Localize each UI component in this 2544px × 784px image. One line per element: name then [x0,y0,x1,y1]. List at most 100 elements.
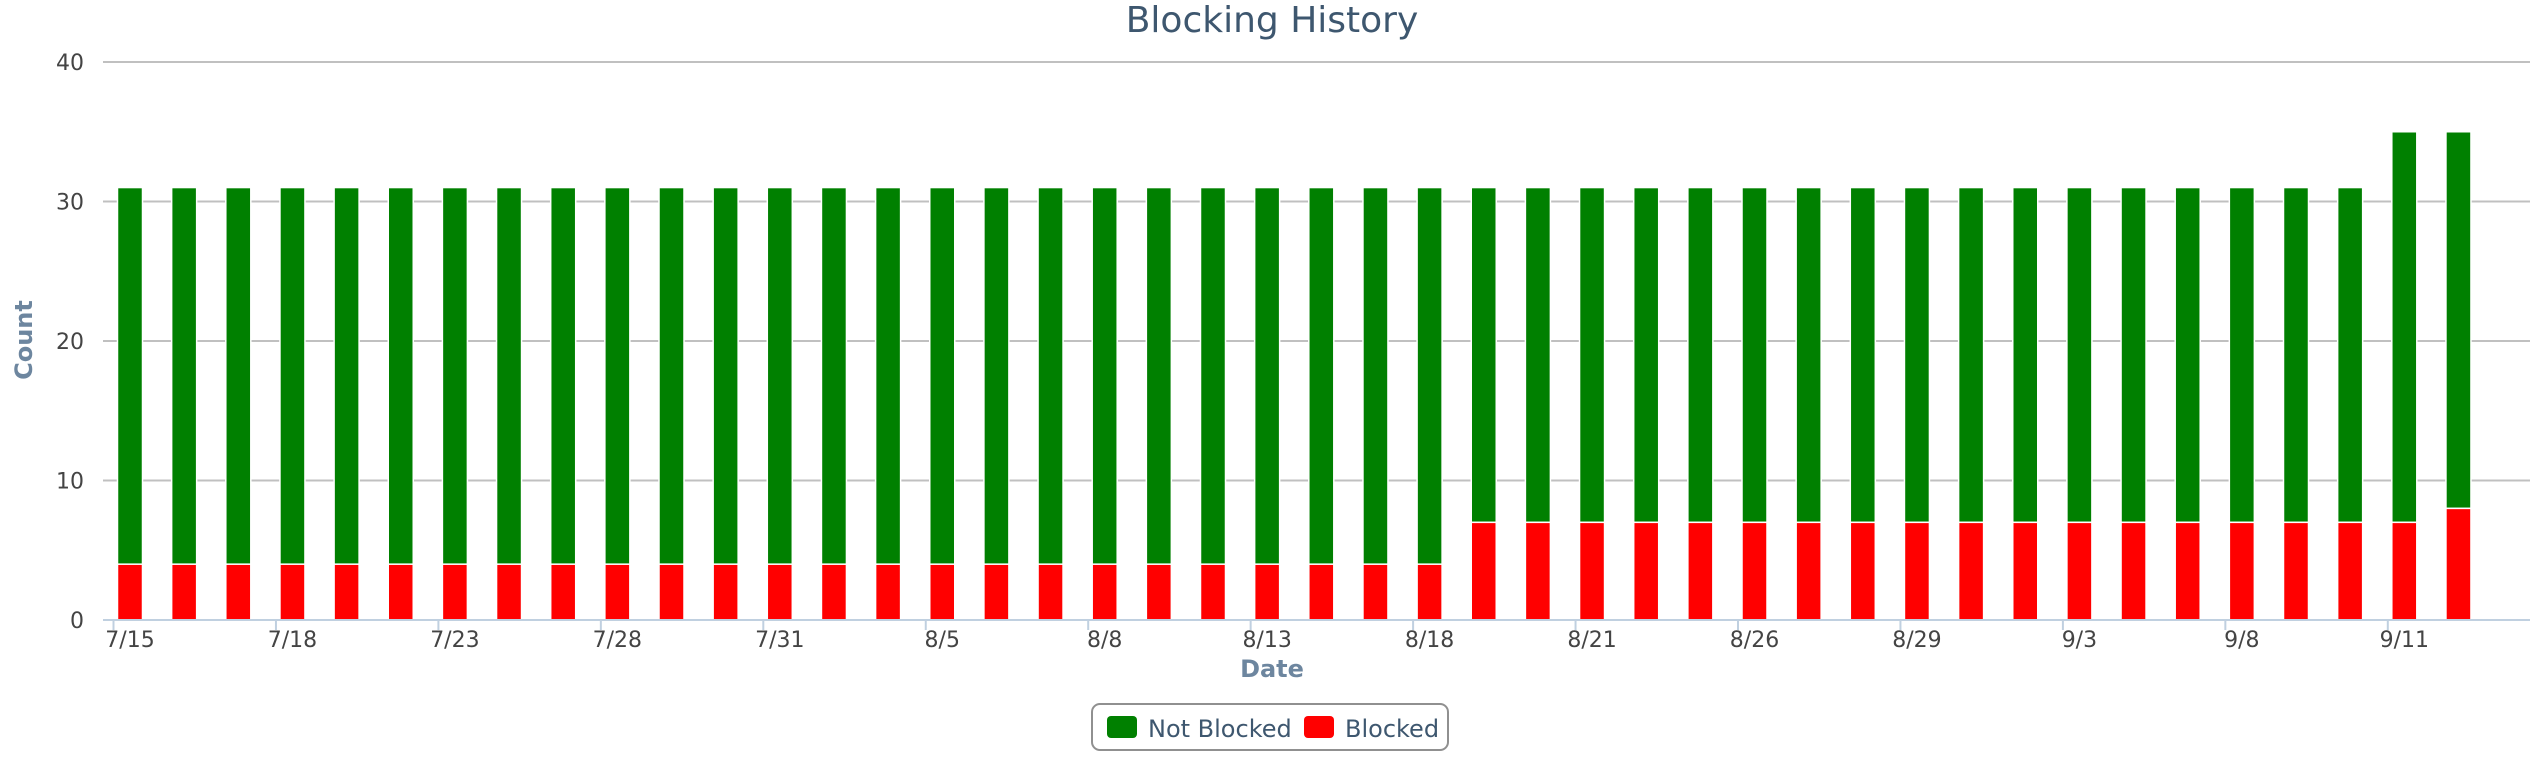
bar-blocked[interactable] [820,563,848,621]
bar-blocked[interactable] [549,563,577,621]
bar-blocked[interactable] [116,563,144,621]
bar-blocked[interactable] [2282,521,2310,621]
bar-stack[interactable] [1578,186,1606,621]
bar-not-blocked[interactable] [1199,186,1227,565]
bar-blocked[interactable] [2391,521,2418,621]
bar-blocked[interactable] [1253,563,1281,621]
bar-blocked[interactable] [766,563,794,621]
bar-not-blocked[interactable] [1578,186,1606,524]
bar-blocked[interactable] [712,563,739,621]
legend-item-blocked[interactable]: Blocked [1304,715,1439,743]
bar-not-blocked[interactable] [2012,186,2039,524]
bar-not-blocked[interactable] [1632,186,1660,524]
bar-stack[interactable] [1308,186,1335,621]
bar-blocked[interactable] [1524,521,1552,621]
bar-stack[interactable] [549,186,577,621]
bar-not-blocked[interactable] [549,186,577,565]
bar-not-blocked[interactable] [1308,186,1335,565]
bar-blocked[interactable] [170,563,198,621]
bar-blocked[interactable] [1687,521,1714,621]
bar-not-blocked[interactable] [1524,186,1552,524]
bar-blocked[interactable] [1037,563,1064,621]
bar-not-blocked[interactable] [2391,131,2418,524]
bar-blocked[interactable] [2012,521,2039,621]
bar-blocked[interactable] [1903,521,1931,621]
bar-blocked[interactable] [1308,563,1335,621]
bar-stack[interactable] [1199,186,1227,621]
bar-not-blocked[interactable] [170,186,198,565]
bar-not-blocked[interactable] [874,186,902,565]
bar-stack[interactable] [1362,186,1389,621]
bar-stack[interactable] [1037,186,1064,621]
bar-blocked[interactable] [1199,563,1227,621]
bar-stack[interactable] [929,186,956,621]
bar-blocked[interactable] [874,563,902,621]
bar-blocked[interactable] [1578,521,1606,621]
bar-stack[interactable] [604,186,631,621]
bar-stack[interactable] [170,186,198,621]
bar-stack[interactable] [712,186,739,621]
bar-not-blocked[interactable] [1741,186,1768,524]
bar-blocked[interactable] [604,563,631,621]
bar-stack[interactable] [1795,186,1822,621]
bar-stack[interactable] [1253,186,1281,621]
bar-not-blocked[interactable] [658,186,685,565]
bar-not-blocked[interactable] [279,186,306,565]
bar-not-blocked[interactable] [116,186,144,565]
bar-stack[interactable] [441,186,469,621]
bar-blocked[interactable] [441,563,469,621]
bar-not-blocked[interactable] [1849,186,1877,524]
bar-not-blocked[interactable] [1957,186,1985,524]
bar-stack[interactable] [1687,186,1714,621]
bar-blocked[interactable] [2445,507,2472,621]
bar-blocked[interactable] [2174,521,2201,621]
bar-not-blocked[interactable] [333,186,360,565]
bar-stack[interactable] [279,186,306,621]
bar-blocked[interactable] [2336,521,2364,621]
bar-not-blocked[interactable] [1145,186,1173,565]
bar-blocked[interactable] [225,563,252,621]
bar-not-blocked[interactable] [2174,186,2201,524]
bar-stack[interactable] [983,186,1010,621]
bar-not-blocked[interactable] [1903,186,1931,524]
bar-stack[interactable] [2391,131,2418,621]
bar-not-blocked[interactable] [1091,186,1118,565]
bar-not-blocked[interactable] [1795,186,1822,524]
bar-stack[interactable] [2120,186,2147,621]
bar-blocked[interactable] [387,563,414,621]
bar-not-blocked[interactable] [1416,186,1443,565]
bar-not-blocked[interactable] [2228,186,2256,524]
bar-blocked[interactable] [2228,521,2256,621]
bar-blocked[interactable] [2066,521,2093,621]
legend-item-not-blocked[interactable]: Not Blocked [1107,715,1292,743]
bar-stack[interactable] [1903,186,1931,621]
bar-not-blocked[interactable] [820,186,848,565]
bar-blocked[interactable] [1145,563,1173,621]
bar-not-blocked[interactable] [2282,186,2310,524]
bar-not-blocked[interactable] [1362,186,1389,565]
bar-stack[interactable] [1091,186,1118,621]
bar-stack[interactable] [874,186,902,621]
bar-blocked[interactable] [333,563,360,621]
bar-stack[interactable] [766,186,794,621]
bar-stack[interactable] [1849,186,1877,621]
bar-not-blocked[interactable] [225,186,252,565]
bar-stack[interactable] [820,186,848,621]
bar-not-blocked[interactable] [1687,186,1714,524]
bar-blocked[interactable] [929,563,956,621]
bar-stack[interactable] [1470,186,1497,621]
bar-stack[interactable] [1741,186,1768,621]
bar-blocked[interactable] [1741,521,1768,621]
bar-stack[interactable] [116,186,144,621]
bar-stack[interactable] [1145,186,1173,621]
bar-stack[interactable] [1416,186,1443,621]
bar-stack[interactable] [2282,186,2310,621]
bar-stack[interactable] [2012,186,2039,621]
bar-not-blocked[interactable] [495,186,523,565]
bar-stack[interactable] [2066,186,2093,621]
bar-stack[interactable] [495,186,523,621]
bar-stack[interactable] [2174,186,2201,621]
bar-not-blocked[interactable] [766,186,794,565]
bar-stack[interactable] [1957,186,1985,621]
bar-not-blocked[interactable] [2445,131,2472,510]
